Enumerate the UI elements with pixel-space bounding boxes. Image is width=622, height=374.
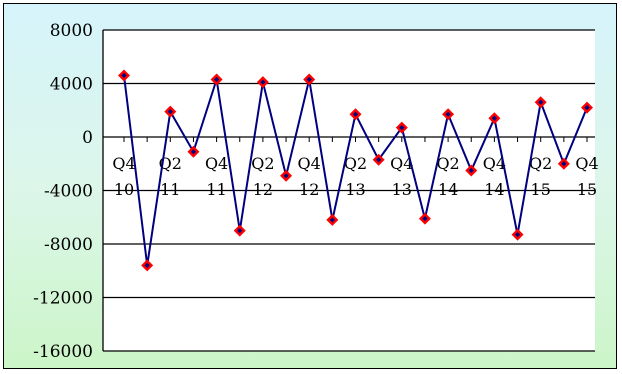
data-point-center [491, 115, 497, 121]
x-category-label: Q4 14 [483, 154, 506, 199]
x-category-label: Q4 11 [205, 154, 228, 199]
data-point-center [144, 262, 150, 268]
y-tick-label: -12000 [33, 289, 93, 309]
x-category-label: Q2 13 [344, 154, 367, 199]
data-point-center [399, 125, 405, 131]
data-point-center [584, 104, 590, 111]
data-point-center [352, 111, 359, 117]
y-tick-label: -4000 [44, 182, 93, 202]
data-point-center [190, 149, 197, 155]
data-point-center [260, 79, 266, 85]
data-point-center [237, 228, 243, 234]
line-chart: 8000 4000 0 -4000 -8000 -12000 -16000 Q4 10 Q2 11… [33, 21, 598, 362]
data-point-center [121, 72, 127, 79]
data-point-center [422, 215, 428, 222]
data-point-center [214, 76, 220, 83]
data-point-center [329, 217, 335, 223]
data-point-center [167, 108, 173, 115]
x-category-label: Q2 14 [436, 154, 459, 199]
x-category-label: Q2 12 [251, 154, 274, 199]
y-tick-label: 0 [82, 128, 93, 148]
data-point-center [445, 111, 451, 117]
data-point-center [468, 167, 474, 174]
y-tick-label: 4000 [50, 75, 93, 95]
data-point-center [561, 161, 567, 167]
data-point-center [306, 76, 312, 83]
x-category-label: Q4 15 [575, 154, 598, 199]
data-point-center [538, 99, 544, 105]
x-category-label: Q2 15 [529, 154, 552, 199]
data-point-center [283, 173, 289, 179]
data-point-center [514, 232, 521, 238]
x-category-label: Q2 11 [159, 154, 182, 199]
y-tick-label: 8000 [50, 21, 93, 41]
data-point-center [376, 157, 382, 163]
x-category-label: Q4 10 [112, 154, 135, 199]
x-category-label: Q4 12 [298, 154, 321, 199]
chart-frame: 8000 4000 0 -4000 -8000 -12000 -16000 Q4 10 Q2 11… [3, 3, 617, 369]
y-tick-label: -8000 [44, 235, 93, 255]
y-tick-label: -16000 [33, 342, 93, 362]
x-category-label: Q4 13 [390, 154, 413, 199]
